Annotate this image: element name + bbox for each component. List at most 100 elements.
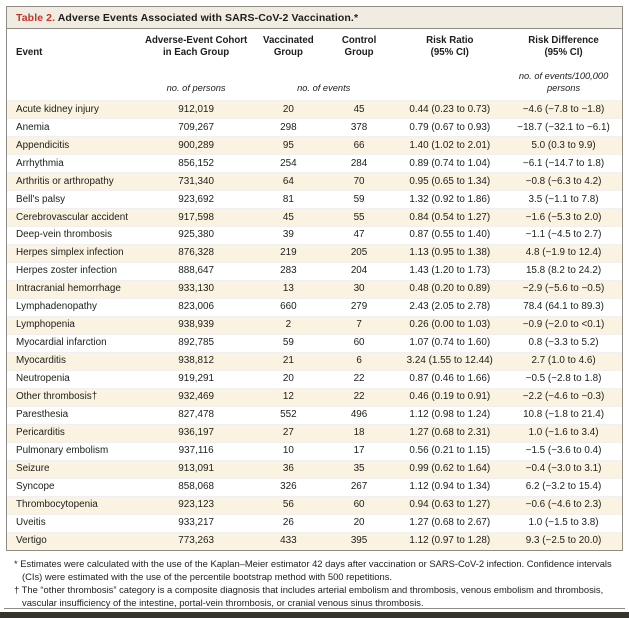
table-title: Table 2. Adverse Events Associated with … — [7, 7, 622, 29]
bottom-thin-rule — [4, 608, 625, 609]
units-spacer — [394, 58, 505, 101]
vaccinated-cell: 283 — [280, 265, 297, 277]
event-cell: Arrhythmia — [16, 157, 64, 169]
risk-difference-cell: −2.9 (−5.6 to −0.5) — [522, 283, 605, 295]
risk-difference-cell: −1.1 (−4.5 to 2.7) — [525, 229, 602, 241]
cohort-cell: 900,289 — [178, 139, 214, 151]
vaccinated-cell: 39 — [282, 229, 294, 241]
table-row: Vertigo 773,263 433 395 1.12 (0.97 to 1.28) 9… — [7, 532, 622, 550]
vaccinated-cell: 298 — [280, 121, 297, 133]
event-cell: Arthritis or arthropathy — [16, 175, 114, 187]
risk-ratio-cell: 0.84 (0.54 to 1.27) — [409, 211, 491, 223]
vaccinated-cell: 56 — [282, 499, 294, 511]
risk-ratio-cell: 1.43 (1.20 to 1.73) — [409, 265, 491, 277]
control-cell: 60 — [353, 499, 365, 511]
risk-difference-cell: 5.0 (0.3 to 9.9) — [531, 139, 596, 151]
vaccinated-cell: 36 — [282, 463, 294, 475]
risk-ratio-cell: 0.89 (0.74 to 1.04) — [409, 157, 491, 169]
risk-ratio-cell: 0.48 (0.20 to 0.89) — [409, 283, 491, 295]
risk-difference-cell: −0.8 (−6.3 to 4.2) — [525, 175, 602, 187]
risk-ratio-cell: 1.13 (0.95 to 1.38) — [409, 247, 491, 259]
cohort-cell: 876,328 — [178, 247, 214, 259]
control-cell: 45 — [353, 103, 365, 115]
table-body: Acute kidney injury 912,019 20 45 0.44 (0.23… — [7, 100, 622, 550]
cohort-cell: 938,939 — [178, 319, 214, 331]
footnote-text: The “other thrombosis” category is a com… — [19, 583, 604, 608]
cohort-cell: 933,217 — [178, 517, 214, 529]
cohort-cell: 925,380 — [178, 229, 214, 241]
risk-difference-cell: 1.0 (−1.6 to 3.4) — [528, 427, 599, 439]
footnotes: * Estimates were calculated with the use… — [6, 551, 623, 609]
table-row: Paresthesia 827,478 552 496 1.12 (0.98 to 1.… — [7, 406, 622, 425]
table-row: Uveitis 933,217 26 20 1.27 (0.68 to 2.67) 1.0… — [7, 514, 622, 533]
units-label-events: no. of events — [297, 82, 351, 93]
event-cell: Herpes simplex infection — [16, 247, 124, 259]
vaccinated-cell: 21 — [282, 355, 294, 367]
event-cell: Acute kidney injury — [16, 103, 99, 115]
cohort-cell: 892,785 — [178, 337, 214, 349]
footnote-marker: † — [14, 583, 20, 595]
vaccinated-cell: 27 — [282, 427, 294, 439]
vaccinated-cell: 81 — [282, 193, 294, 205]
cohort-cell: 773,263 — [178, 535, 214, 547]
risk-difference-cell: 0.8 (−3.3 to 5.2) — [528, 337, 599, 349]
event-cell: Vertigo — [16, 535, 47, 547]
control-cell: 22 — [353, 391, 365, 403]
event-cell: Pulmonary embolism — [16, 445, 109, 457]
event-cell: Syncope — [16, 481, 55, 493]
risk-difference-cell: −0.6 (−4.6 to 2.3) — [525, 499, 602, 511]
table-row: Myocardial infarction 892,785 59 60 1.07 (0.… — [7, 334, 622, 353]
vaccinated-cell: 660 — [280, 301, 297, 313]
risk-difference-cell: −4.6 (−7.8 to −1.8) — [522, 103, 605, 115]
risk-ratio-cell: 1.27 (0.68 to 2.67) — [409, 517, 491, 529]
vaccinated-cell: 10 — [282, 445, 294, 457]
table-row: Arrhythmia 856,152 254 284 0.89 (0.74 to 1.0… — [7, 154, 622, 173]
cohort-cell: 932,469 — [178, 391, 214, 403]
risk-ratio-cell: 0.95 (0.65 to 1.34) — [409, 175, 491, 187]
column-header-risk-ratio: Risk Ratio (95% CI) — [426, 35, 474, 58]
vaccinated-cell: 20 — [282, 373, 294, 385]
risk-difference-cell: −0.9 (−2.0 to <0.1) — [522, 319, 605, 331]
risk-difference-cell: −0.5 (−2.8 to 1.8) — [525, 373, 602, 385]
column-header-vaccinated: Vaccinated Group — [263, 35, 314, 58]
cohort-cell: 731,340 — [178, 175, 214, 187]
cohort-cell: 936,197 — [178, 427, 214, 439]
table-row: Pulmonary embolism 937,116 10 17 0.56 (0.21 … — [7, 442, 622, 461]
cohort-cell: 709,267 — [178, 121, 214, 133]
control-cell: 395 — [350, 535, 368, 547]
event-cell: Thrombocytopenia — [16, 499, 98, 511]
table-title-text: Adverse Events Associated with SARS-CoV-… — [55, 12, 359, 24]
control-cell: 47 — [353, 229, 365, 241]
event-cell: Lymphopenia — [16, 319, 75, 331]
risk-ratio-cell: 1.12 (0.98 to 1.24) — [409, 409, 491, 421]
event-cell: Myocarditis — [16, 355, 66, 367]
control-cell: 279 — [350, 301, 368, 313]
control-cell: 18 — [353, 427, 365, 439]
event-cell: Appendicitis — [16, 139, 70, 151]
vaccinated-cell: 326 — [280, 481, 297, 493]
footnote-marker: * — [14, 557, 18, 569]
risk-ratio-cell: 0.56 (0.21 to 1.15) — [409, 445, 491, 457]
risk-ratio-cell: 2.43 (2.05 to 2.78) — [409, 301, 491, 313]
event-cell: Pericarditis — [16, 427, 65, 439]
risk-difference-cell: 15.8 (8.2 to 24.2) — [525, 265, 602, 277]
risk-ratio-cell: 1.27 (0.68 to 2.31) — [409, 427, 491, 439]
cohort-cell: 888,647 — [178, 265, 214, 277]
control-cell: 17 — [353, 445, 365, 457]
risk-ratio-cell: 0.46 (0.19 to 0.91) — [409, 391, 491, 403]
risk-difference-cell: 4.8 (−1.9 to 12.4) — [525, 247, 602, 259]
table-row: Intracranial hemorrhage 933,130 13 30 0.48 (… — [7, 280, 622, 299]
risk-difference-cell: −1.5 (−3.6 to 0.4) — [525, 445, 602, 457]
column-header-control: Control Group — [341, 35, 377, 58]
control-cell: 22 — [353, 373, 365, 385]
event-cell: Anemia — [16, 121, 50, 133]
control-cell: 70 — [353, 175, 365, 187]
control-cell: 66 — [353, 139, 365, 151]
column-header-event: Event — [16, 46, 43, 58]
table-row: Arthritis or arthropathy 731,340 64 70 0.95 … — [7, 172, 622, 191]
event-cell: Seizure — [16, 463, 50, 475]
vaccinated-cell: 20 — [282, 103, 294, 115]
risk-difference-cell: −2.2 (−4.6 to −0.3) — [522, 391, 605, 403]
risk-difference-cell: 6.2 (−3.2 to 15.4) — [525, 481, 602, 493]
control-cell: 20 — [353, 517, 365, 529]
